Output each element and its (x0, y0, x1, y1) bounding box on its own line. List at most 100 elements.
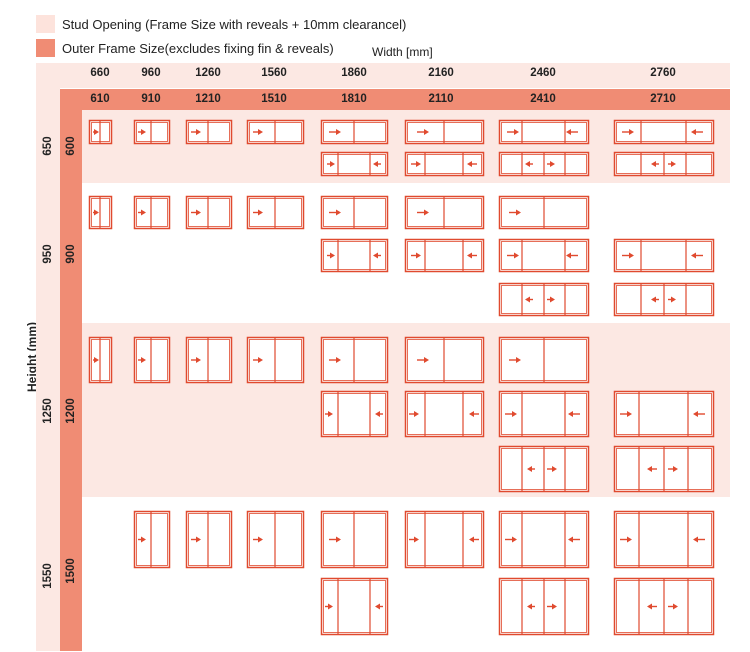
arrow-head (566, 129, 571, 135)
arrow-head (258, 536, 263, 543)
arrow-head (693, 536, 698, 543)
outer-column-header-band (60, 89, 730, 110)
legend-outer-swatch (36, 39, 55, 57)
arrow-head (424, 129, 429, 135)
arrow-head (414, 411, 419, 417)
window-inner-frame (136, 198, 168, 227)
window-inner-frame (136, 513, 168, 566)
col-outer-2710: 2710 (650, 93, 676, 105)
window-inner-frame (616, 122, 712, 142)
arrow-head (514, 252, 519, 259)
arrow-head (336, 536, 341, 543)
window-inner-frame (323, 241, 386, 270)
col-outer-1510: 1510 (261, 93, 287, 105)
arrow-head (671, 296, 676, 303)
arrow-head (627, 411, 632, 417)
arrow-head (375, 603, 380, 610)
arrow-head (693, 411, 698, 417)
col-stud-1260: 1260 (195, 67, 221, 79)
arrow-head (94, 357, 99, 363)
arrow-head (527, 603, 532, 610)
arrow-head (330, 161, 335, 167)
col-outer-1210: 1210 (195, 93, 221, 105)
col-outer-610: 610 (90, 93, 110, 105)
outer-row-header-band (60, 89, 82, 651)
window-inner-frame (188, 513, 230, 566)
arrow-head (328, 603, 333, 610)
window-inner-frame (501, 513, 587, 566)
arrow-head (196, 129, 201, 135)
window-inner-frame (188, 122, 230, 142)
arrow-head (647, 466, 652, 472)
col-outer-2110: 2110 (428, 93, 454, 105)
arrow-head (330, 252, 335, 259)
stud-column-header-band (36, 63, 730, 88)
arrow-head (336, 357, 341, 363)
arrow-head (414, 536, 419, 543)
window-inner-frame (407, 393, 482, 435)
arrow-head (512, 536, 517, 543)
window-inner-frame (616, 513, 712, 566)
window-frame (185, 119, 233, 145)
window-inner-frame (407, 241, 482, 270)
window-inner-frame (136, 122, 168, 142)
window-inner-frame (188, 339, 230, 381)
arrow-head (141, 129, 146, 135)
stud-row-header-band (36, 63, 60, 651)
arrow-head (651, 296, 656, 303)
arrow-head (647, 603, 652, 610)
arrow-head (514, 129, 519, 135)
window-inner-frame (323, 154, 386, 174)
window-frame (133, 195, 171, 230)
arrow-head (691, 252, 696, 259)
arrow-head (141, 357, 146, 363)
arrow-head (550, 296, 555, 303)
arrow-head (336, 129, 341, 135)
arrow-head (336, 209, 341, 216)
arrow-head (629, 252, 634, 259)
arrow-head (552, 603, 557, 610)
arrow-head (512, 411, 517, 417)
arrow-head (258, 357, 263, 363)
window-inner-frame (501, 393, 587, 435)
col-stud-1560: 1560 (261, 67, 287, 79)
arrow-head (328, 411, 333, 417)
legend-stud-label: Stud Opening (Frame Size with reveals + … (62, 17, 407, 32)
arrow-head (375, 411, 380, 417)
arrow-head (196, 536, 201, 543)
arrow-head (525, 161, 530, 167)
arrow-head (673, 603, 678, 610)
arrow-head (416, 161, 421, 167)
window-inner-frame (136, 339, 168, 381)
arrow-head (141, 209, 146, 216)
arrow-head (651, 161, 656, 167)
col-outer-2410: 2410 (530, 93, 556, 105)
arrow-head (141, 536, 146, 543)
legend-outer-label: Outer Frame Size(excludes fixing fin & r… (62, 41, 334, 56)
arrow-head (258, 209, 263, 216)
legend-stud-swatch (36, 15, 55, 33)
arrow-head (196, 357, 201, 363)
arrow-head (469, 536, 474, 543)
col-stud-660: 660 (90, 67, 110, 79)
arrow-head (424, 357, 429, 363)
arrow-head (691, 129, 696, 135)
window-frame (133, 119, 171, 145)
window-inner-frame (407, 513, 482, 566)
arrow-head (525, 296, 530, 303)
col-stud-2460: 2460 (530, 67, 556, 79)
arrow-head (196, 209, 201, 216)
arrow-head (568, 411, 573, 417)
window-inner-frame (407, 154, 482, 174)
col-stud-2160: 2160 (428, 67, 454, 79)
col-stud-2760: 2760 (650, 67, 676, 79)
arrow-head (94, 129, 99, 135)
col-stud-1860: 1860 (341, 67, 367, 79)
arrow-head (552, 466, 557, 472)
arrow-head (94, 209, 99, 216)
arrow-head (568, 536, 573, 543)
arrow-head (671, 161, 676, 167)
window-inner-frame (501, 122, 587, 142)
arrow-head (467, 252, 472, 259)
arrow-head (373, 161, 378, 167)
